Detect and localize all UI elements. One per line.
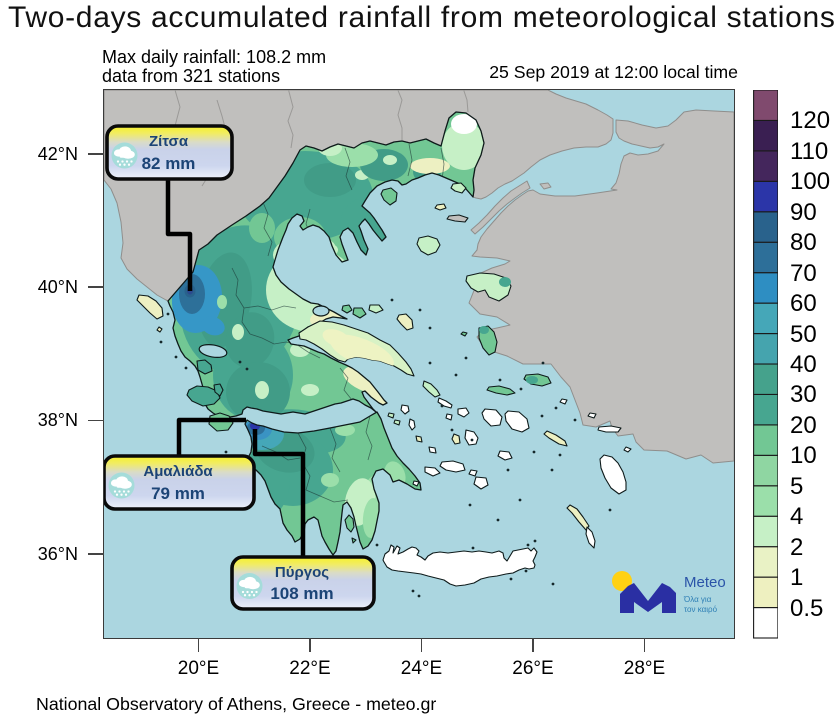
svg-text:79 mm: 79 mm: [151, 484, 205, 503]
svg-text:Αμαλιάδα: Αμαλιάδα: [143, 463, 213, 480]
svg-text:82 mm: 82 mm: [142, 154, 196, 173]
svg-text:Ζίτσα: Ζίτσα: [149, 133, 189, 150]
svg-text:Όλα για: Όλα για: [683, 595, 712, 604]
svg-text:Πύργος: Πύργος: [275, 564, 329, 581]
svg-text:108 mm: 108 mm: [270, 584, 333, 603]
svg-text:τον καιρό: τον καιρό: [684, 605, 718, 614]
svg-text:Meteo: Meteo: [684, 574, 726, 591]
